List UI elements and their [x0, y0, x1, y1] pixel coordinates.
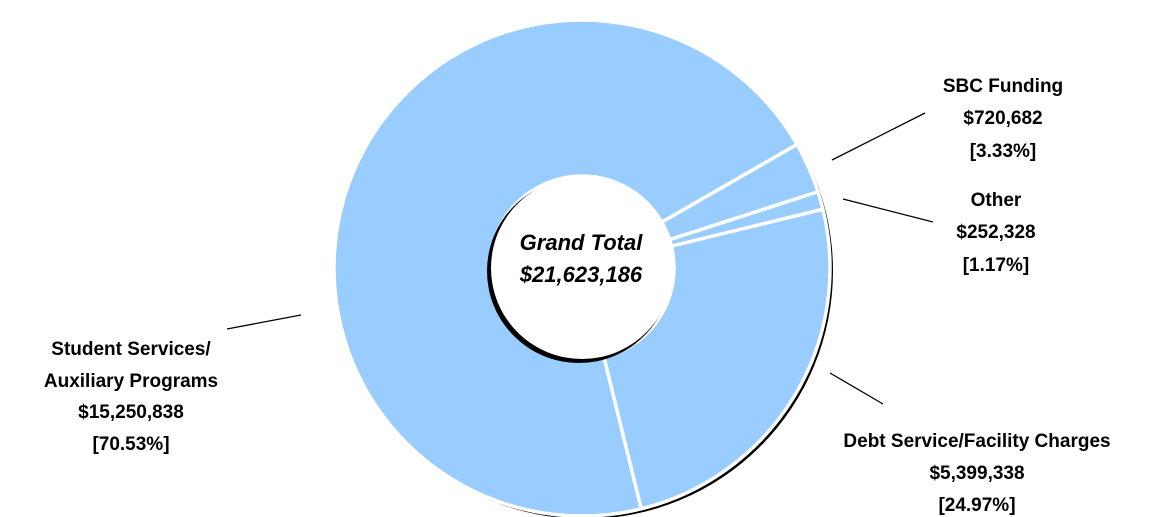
label-other-name: Other — [971, 190, 1022, 211]
label-sbc-funding-percent: [3.33%] — [970, 141, 1037, 162]
leader-line-sbc-funding — [831, 112, 926, 161]
label-sbc-funding-amount: $720,682 — [963, 108, 1042, 129]
label-other-amount: $252,328 — [956, 222, 1035, 243]
donut-slice-debt-service-facility-charges — [602, 207, 832, 511]
chart-hole — [487, 177, 673, 363]
label-other-percent: [1.17%] — [963, 255, 1030, 276]
leader-line-debt-service — [829, 372, 884, 405]
label-student-services-amount: $15,250,838 — [78, 402, 184, 423]
label-student-services-name-line1: Student Services/ — [51, 339, 211, 360]
label-student-services-name-line2: Auxiliary Programs — [44, 371, 218, 392]
donut-hole — [491, 177, 673, 359]
center-label-line1: Grand Total — [520, 230, 644, 255]
center-label-line2: $21,623,186 — [519, 262, 643, 287]
label-student-services-percent: [70.53%] — [92, 434, 169, 455]
chart-slices — [332, 18, 832, 517]
leader-line-student-services — [226, 314, 302, 330]
leader-line-other — [842, 198, 934, 223]
label-debt-service-name: Debt Service/Facility Charges — [843, 431, 1110, 452]
label-sbc-funding-name: SBC Funding — [943, 76, 1063, 97]
label-debt-service-percent: [24.97%] — [938, 495, 1015, 516]
label-debt-service-amount: $5,399,338 — [929, 463, 1024, 484]
